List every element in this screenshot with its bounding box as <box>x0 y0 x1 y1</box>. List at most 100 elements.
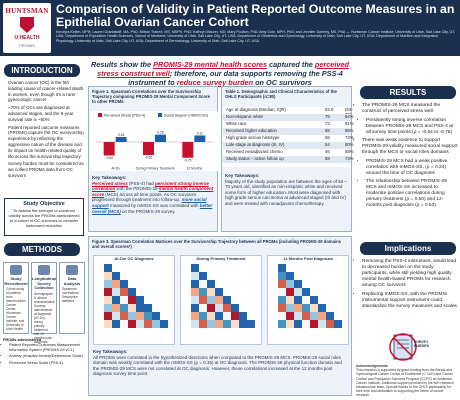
proms-list: PROMs administered Patient Reported Outc… <box>3 338 85 368</box>
heatmap-cell <box>128 312 136 320</box>
table-row: Non-Hispanic white 75 94% <box>223 114 354 121</box>
heatmap-cell <box>294 304 302 312</box>
bar <box>115 136 127 142</box>
heatmap-cell <box>215 296 223 304</box>
results-body: The PROMIS-29 MCS measured the construct… <box>356 103 458 212</box>
heatmap-cell <box>286 304 294 312</box>
heatmap-cell <box>294 312 302 320</box>
heatmap-cell <box>104 312 112 320</box>
heatmap-cell <box>318 312 326 320</box>
results-heading: RESULTS <box>360 86 456 99</box>
heatmap-cell <box>104 272 112 280</box>
heatmap-cell <box>128 320 136 328</box>
heatmap-cell <box>120 304 128 312</box>
bar <box>103 142 115 156</box>
clipboard-icon <box>38 265 50 275</box>
intro-body: Ovarian cancer (OC) is the 5th leading c… <box>2 80 84 181</box>
legend-label: Social Support (mMOS-SS) <box>164 114 208 118</box>
heatmap-cell <box>302 296 310 304</box>
table-row: Age at diagnosis (Median, IQR)63.0(53-70… <box>226 107 353 117</box>
institution-logo: HUNTSMAN U HEALTH PROMIS <box>3 3 51 53</box>
figure3-title: Figure 3. Spearman Correlation Matrices … <box>92 239 341 249</box>
headline: Results show the PROMIS-29 mental health… <box>91 60 349 87</box>
legend-swatch <box>98 113 102 117</box>
table-row: Study status – active follow up 58 73% <box>223 156 354 163</box>
heatmap-cell <box>278 312 286 320</box>
heatmap-grid <box>191 264 255 328</box>
heatmap-cell <box>286 320 294 328</box>
heatmap-cell <box>215 312 223 320</box>
heatmap-cell <box>191 304 199 312</box>
heatmap-cell <box>207 312 215 320</box>
heatmap-cell <box>286 280 294 288</box>
data-label: 0.24 <box>118 133 124 137</box>
heatmap-cell <box>136 304 144 312</box>
heatmap-cell <box>278 296 286 304</box>
study-objective-title: Study Objective <box>23 201 65 207</box>
heatmap-cell <box>302 304 310 312</box>
heatmap-cell <box>112 296 120 304</box>
heatmap-cell <box>278 304 286 312</box>
heatmap-cell <box>199 280 207 288</box>
heatmap-cell <box>334 320 342 328</box>
heatmap-cell <box>207 304 215 312</box>
intro-bullet: ~70% of OCs are diagnosed at advanced st… <box>8 105 84 122</box>
heatmap-cell <box>104 304 112 312</box>
category-label: During Primary Treatment <box>136 167 175 171</box>
heatmap-cell <box>199 272 207 280</box>
heatmap-cell <box>231 320 239 328</box>
logo-promis: PROMIS <box>19 43 35 48</box>
heatmap-cell <box>302 288 310 296</box>
heatmap-cell <box>120 280 128 288</box>
logo-name: HUNTSMAN <box>5 7 49 15</box>
method-card-analysis: Data Analysis Spearman correlations; Des… <box>59 262 85 334</box>
data-label: -0.75 <box>184 158 191 162</box>
bar <box>155 134 166 142</box>
heatmap-cell <box>294 320 302 328</box>
heatmap-cell <box>104 280 112 288</box>
heatmap-cell <box>207 280 215 288</box>
heatmap-cell <box>112 272 120 280</box>
heatmap-cell <box>120 320 128 328</box>
heatmap-cell <box>278 280 286 288</box>
heatmap-cell <box>278 272 286 280</box>
heatmap-cell <box>223 304 231 312</box>
heatmap-cell <box>207 320 215 328</box>
heatmap-cell <box>160 320 168 328</box>
intro-bullet: Ovarian cancer (OC) is the 5th leading c… <box>8 80 84 103</box>
figure1-chart: Perceived Stress (PSS-4) Social Support (… <box>90 111 218 171</box>
heatmap-cell <box>191 288 199 296</box>
proms-heading: PROMs administered <box>3 338 42 342</box>
heatmap-cell <box>223 320 231 328</box>
intro-bullet: Patient reported outcome measures (PROMs… <box>8 125 84 160</box>
heatmap-cell <box>191 312 199 320</box>
heatmap-cell <box>199 288 207 296</box>
heatmap-cell <box>215 320 223 328</box>
heatmap-cell <box>215 288 223 296</box>
heatmap-cell <box>120 296 128 304</box>
figure1-panel: Figure 1. Spearman Correlations over the… <box>88 86 218 232</box>
heatmap-cell <box>191 296 199 304</box>
heatmap-cell <box>310 312 318 320</box>
poster-header <box>0 0 460 56</box>
category-label: At-Dx <box>111 167 120 171</box>
heatmap-12-months: 12 Months Post Diagnosis <box>267 255 349 345</box>
heatmap-cell <box>199 312 207 320</box>
heatmap-cell <box>112 312 120 320</box>
heatmap-cell <box>326 320 334 328</box>
heatmap-cell <box>223 296 231 304</box>
bar <box>182 142 194 158</box>
heatmap-cell <box>310 296 318 304</box>
intro-bullet: Survey burden must be considered as we c… <box>8 161 84 178</box>
figure3-panel: Figure 3. Spearman Correlation Matrices … <box>88 236 352 396</box>
heatmap-grid <box>278 264 342 328</box>
heatmap-cell <box>128 296 136 304</box>
heatmap-cell <box>247 320 255 328</box>
heatmap-cell <box>294 288 302 296</box>
legend-label: Perceived Stress (PSS-4) <box>104 114 145 118</box>
figure1-takeaway: Key Takeaways: Perceived stress (PSS-4) … <box>92 175 214 214</box>
figure1-title: Figure 1. Spearman Correlations over the… <box>92 89 210 104</box>
table-row: High grade serous histotype 58 73% <box>226 135 354 140</box>
heatmap-grid <box>104 264 168 328</box>
method-card-recruitment: Study Recruitment Cohort study of patien… <box>3 262 29 334</box>
